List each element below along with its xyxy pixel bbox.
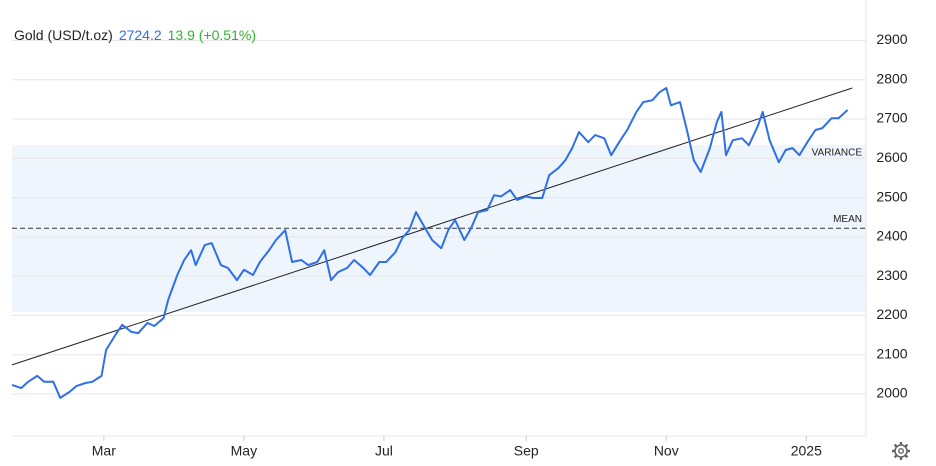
- gear-teeth: [892, 442, 910, 460]
- variance-label: VARIANCE: [812, 148, 863, 159]
- y-tick-label: 2600: [876, 149, 907, 165]
- y-tick-label: 2400: [876, 228, 907, 244]
- x-tick-label: Jul: [375, 443, 393, 459]
- y-tick-label: 2100: [876, 345, 907, 361]
- y-tick-label: 2800: [876, 70, 907, 86]
- x-tick-label: Mar: [92, 443, 116, 459]
- title: Gold (USD/t.oz): [14, 27, 113, 43]
- header: Gold (USD/t.oz) 2724.2 13.9 (+0.51%): [14, 27, 256, 43]
- y-tick-label: 2300: [876, 267, 907, 283]
- y-tick-label: 2700: [876, 110, 907, 126]
- price-line: [11, 87, 849, 399]
- x-tick-label: May: [231, 443, 257, 459]
- x-tick-label: Nov: [654, 443, 679, 459]
- change: 13.9 (+0.51%): [168, 27, 256, 43]
- trend-line: [11, 87, 853, 366]
- gear-hub: [898, 448, 904, 454]
- x-tick-label: Sep: [514, 443, 539, 459]
- x-tick-label: 2025: [791, 443, 822, 459]
- settings-icon[interactable]: [892, 442, 910, 460]
- last-value: 2724.2: [119, 27, 162, 43]
- y-tick-label: 2000: [876, 385, 907, 401]
- mean-label: MEAN: [833, 214, 862, 225]
- y-tick-label: 2900: [876, 31, 907, 47]
- y-tick-label: 2200: [876, 306, 907, 322]
- y-tick-label: 2500: [876, 188, 907, 204]
